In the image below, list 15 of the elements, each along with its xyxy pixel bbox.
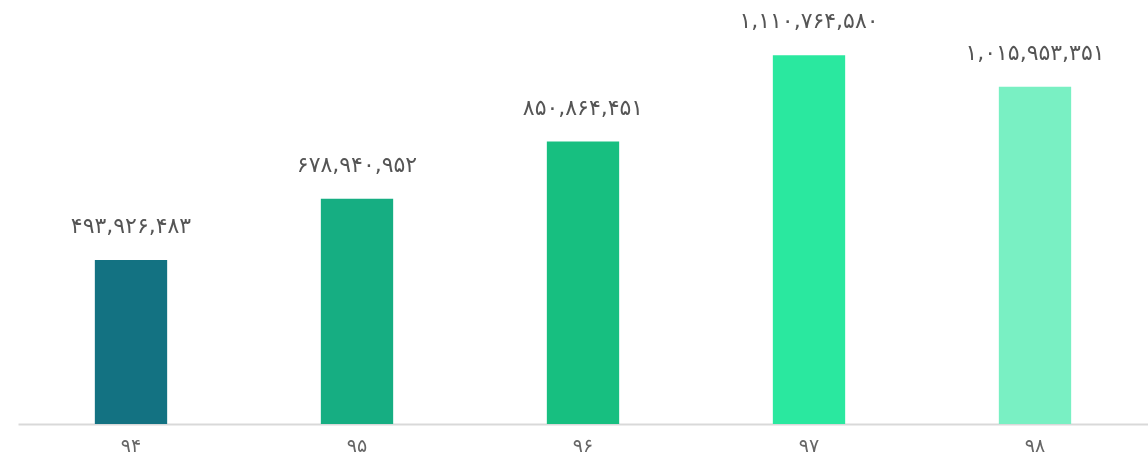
data-label: ۱,۰۱۵,۹۵۳,۳۵۱ <box>965 39 1105 65</box>
bar <box>546 141 620 424</box>
data-label: ۴۹۳,۹۲۶,۴۸۳ <box>70 213 192 239</box>
x-tick-label: ۹۷ <box>798 433 820 456</box>
data-label: ۱,۱۱۰,۷۶۴,۵۸۰ <box>739 8 879 34</box>
data-label: ۸۵۰,۸۶۴,۴۵۱ <box>522 94 644 120</box>
x-tick-label: ۹۶ <box>572 433 594 456</box>
bar <box>320 198 394 424</box>
x-tick-label: ۹۵ <box>346 433 368 456</box>
bar <box>998 86 1072 424</box>
bar <box>772 55 846 424</box>
x-tick-label: ۹۴ <box>120 433 142 456</box>
data-label: ۶۷۸,۹۴۰,۹۵۲ <box>296 151 418 177</box>
x-tick-label: ۹۸ <box>1024 433 1046 456</box>
bar <box>94 260 168 424</box>
